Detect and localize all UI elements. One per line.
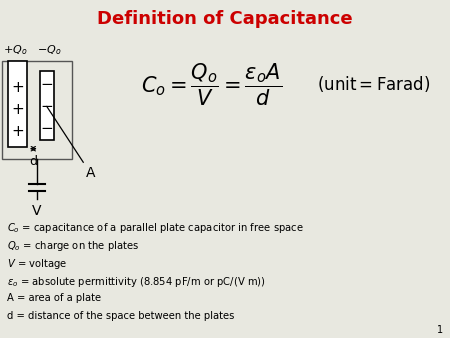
Text: +: + — [11, 102, 24, 117]
Text: $-Q_o$: $-Q_o$ — [37, 44, 61, 57]
Text: V: V — [32, 204, 42, 218]
Text: $C_o$ = capacitance of a parallel plate capacitor in free space: $C_o$ = capacitance of a parallel plate … — [7, 221, 304, 235]
Text: Definition of Capacitance: Definition of Capacitance — [97, 10, 353, 28]
Text: +: + — [11, 124, 24, 139]
Text: $C_o = \dfrac{Q_o}{V} = \dfrac{\varepsilon_o A}{d}$: $C_o = \dfrac{Q_o}{V} = \dfrac{\varepsil… — [141, 62, 282, 107]
Text: −: − — [40, 99, 53, 114]
Text: d = distance of the space between the plates: d = distance of the space between the pl… — [7, 311, 234, 321]
Text: d: d — [29, 155, 37, 168]
Text: −: − — [40, 121, 53, 136]
Text: A: A — [86, 166, 95, 179]
Text: −: − — [40, 77, 53, 92]
Text: 1: 1 — [437, 325, 443, 335]
Bar — [8, 61, 27, 147]
Bar — [2, 61, 72, 159]
Text: $V$ = voltage: $V$ = voltage — [7, 257, 67, 271]
Text: A = area of a plate: A = area of a plate — [7, 293, 101, 303]
Text: $\mathrm{(unit = Farad)}$: $\mathrm{(unit = Farad)}$ — [317, 74, 430, 95]
Text: $\varepsilon_o$ = absolute permittivity (8.854 pF/m or pC/(V m)): $\varepsilon_o$ = absolute permittivity … — [7, 275, 266, 289]
Bar — [40, 71, 54, 140]
Text: $Q_o$ = charge on the plates: $Q_o$ = charge on the plates — [7, 239, 139, 253]
Text: $+Q_o$: $+Q_o$ — [3, 44, 27, 57]
Text: +: + — [11, 80, 24, 95]
